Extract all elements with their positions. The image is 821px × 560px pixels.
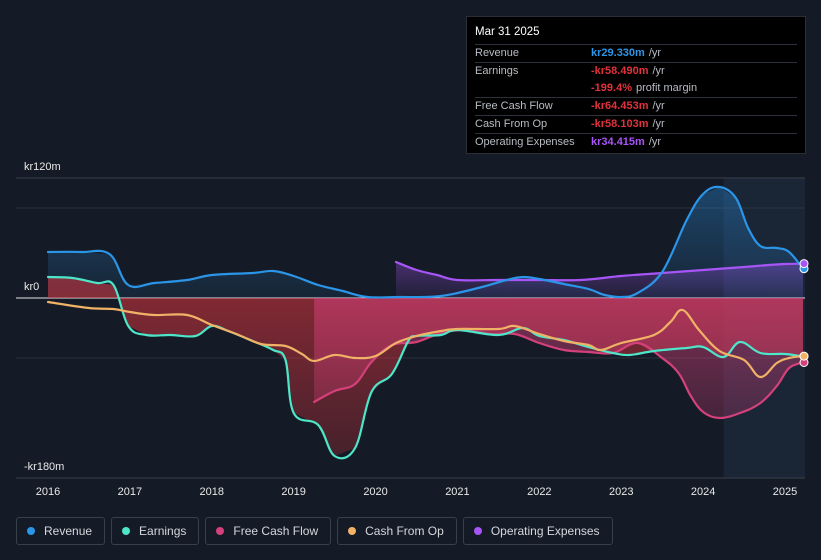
tooltip-value: -199.4%: [591, 82, 632, 94]
tooltip-panel: Mar 31 2025 Revenue kr29.330m /yr Earnin…: [466, 16, 806, 154]
legend-dot-icon: [473, 527, 482, 535]
tooltip-unit: /yr: [652, 100, 665, 112]
legend-dot-icon: [27, 527, 35, 535]
tooltip-value: -kr64.453m: [591, 100, 649, 112]
tooltip-unit: /yr: [652, 118, 665, 130]
x-tick-label: 2021: [445, 486, 469, 498]
y-tick-label: kr0: [24, 281, 39, 293]
tooltip-label: Free Cash Flow: [475, 100, 553, 112]
tooltip-unit: /yr: [648, 136, 662, 148]
series-fill-layer: [48, 187, 804, 456]
tooltip-value: kr29.330m: [591, 47, 645, 59]
tooltip-row-revenue: Revenue kr29.330m /yr: [475, 44, 797, 62]
tooltip-row-profit-margin: -199.4% profit margin: [475, 80, 797, 97]
legend-dot-icon: [216, 527, 225, 535]
tooltip-unit: /yr: [652, 65, 665, 77]
tooltip-label: Operating Expenses: [475, 136, 575, 148]
tooltip-value: -kr58.490m: [591, 65, 649, 77]
legend-label: Operating Expenses: [490, 524, 600, 538]
legend-item-free-cash-flow[interactable]: Free Cash Flow: [205, 517, 332, 545]
legend-item-earnings[interactable]: Earnings: [111, 517, 200, 545]
x-tick-label: 2018: [200, 486, 224, 498]
x-tick-label: 2017: [118, 486, 142, 498]
legend-item-cash-from-op[interactable]: Cash From Op: [337, 517, 457, 545]
tooltip-unit: /yr: [648, 47, 662, 59]
x-tick-label: 2024: [691, 486, 715, 498]
legend-label: Revenue: [44, 524, 93, 538]
series-line-operating-expenses: [394, 260, 805, 282]
tooltip-label: [475, 80, 591, 97]
tooltip-value: -kr58.103m: [591, 118, 649, 130]
series-line-revenue: [46, 185, 805, 299]
tooltip-value: kr34.415m: [591, 136, 645, 148]
x-tick-label: 2022: [527, 486, 551, 498]
tooltip-row-earnings: Earnings -kr58.490m /yr: [475, 62, 797, 80]
x-tick-label: 2019: [281, 486, 305, 498]
tooltip-row-operating-expenses: Operating Expenses kr34.415m /yr: [475, 133, 797, 151]
y-tick-label: -kr180m: [24, 461, 64, 473]
chart-legend: Revenue Earnings Free Cash Flow Cash Fro…: [16, 517, 613, 545]
tooltip-date: Mar 31 2025: [475, 26, 540, 38]
legend-item-operating-expenses[interactable]: Operating Expenses: [462, 517, 613, 545]
legend-label: Cash From Op: [365, 524, 444, 538]
series-line-cash-from-op: [46, 300, 805, 379]
end-marker-cash-from-op: [799, 351, 809, 361]
series-line-earnings: [46, 275, 805, 460]
series-fill-free-cash-flow: [314, 298, 804, 418]
tooltip-label: Cash From Op: [475, 118, 548, 130]
x-tick-label: 2025: [773, 486, 797, 498]
series-line-layer: [46, 185, 805, 460]
x-tick-label: 2020: [363, 486, 387, 498]
end-marker-layer: [799, 259, 809, 367]
x-tick-label: 2023: [609, 486, 633, 498]
tooltip-unit: profit margin: [635, 82, 698, 94]
legend-item-revenue[interactable]: Revenue: [16, 517, 106, 545]
tooltip-row-cash-from-op: Cash From Op -kr58.103m /yr: [475, 115, 797, 133]
legend-label: Free Cash Flow: [233, 524, 319, 538]
y-axis: kr120m kr0 -kr180m: [24, 161, 64, 473]
x-axis: 2016 2017 2018 2019 2020 2021 2022 2023 2024 2025: [36, 486, 797, 498]
tooltip-label: Revenue: [475, 47, 520, 59]
end-marker-operating-expenses: [799, 259, 809, 269]
legend-dot-icon: [348, 527, 357, 535]
legend-label: Earnings: [139, 524, 187, 538]
x-tick-label: 2016: [36, 486, 60, 498]
y-tick-label: kr120m: [24, 161, 61, 173]
tooltip-label: Earnings: [475, 65, 519, 77]
tooltip-row-free-cash-flow: Free Cash Flow -kr64.453m /yr: [475, 97, 797, 115]
legend-dot-icon: [122, 527, 131, 535]
